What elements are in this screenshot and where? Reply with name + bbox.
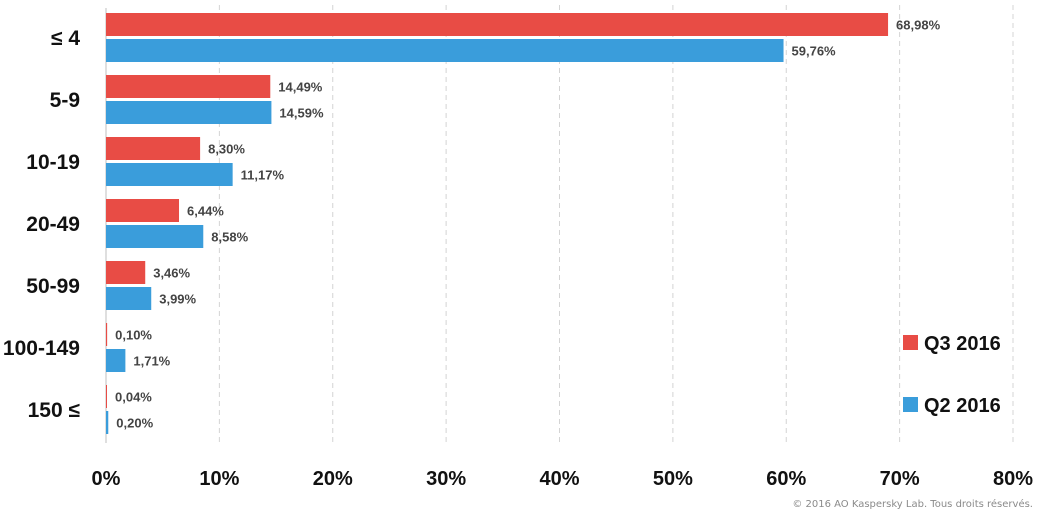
bar [106, 411, 109, 434]
gridlines [105, 5, 1014, 443]
data-label: 0,20% [116, 416, 153, 431]
data-label: 59,76% [792, 44, 837, 59]
x-tick-label: 40% [539, 468, 579, 490]
legend-label: Q3 2016 [924, 333, 1001, 355]
category-label: 150 ≤ [28, 399, 81, 422]
legend-swatch [903, 397, 918, 412]
copyright-notice: © 2016 AO Kaspersky Lab. Tous droits rés… [792, 498, 1033, 510]
legend-swatch [903, 335, 918, 350]
category-label: 5-9 [50, 89, 80, 112]
data-label: 6,44% [187, 204, 224, 219]
x-tick-label: 10% [199, 468, 239, 490]
x-tick-label: 60% [766, 468, 806, 490]
x-tick-label: 50% [653, 468, 693, 490]
data-label: 1,71% [133, 354, 170, 369]
data-label: 11,17% [241, 168, 285, 183]
bar [106, 349, 126, 372]
bar [106, 323, 108, 346]
category-label: 50-99 [26, 275, 80, 298]
category-label: ≤ 4 [51, 27, 80, 50]
category-label: 20-49 [26, 213, 80, 236]
legend: Q3 2016 Q2 2016 [903, 333, 1001, 417]
x-tick-label: 20% [313, 468, 353, 490]
data-label: 0,04% [115, 390, 152, 405]
x-tick-label: 80% [993, 468, 1033, 490]
data-label: 68,98% [896, 18, 941, 33]
data-label: 8,30% [208, 142, 245, 157]
bar [106, 287, 152, 310]
bar [106, 385, 107, 408]
data-label: 3,46% [153, 266, 190, 281]
bars: 68,98% 59,76% 14,49% 14,59% 8,30% 11,17% 6,44%… [106, 13, 941, 434]
data-label: 14,49% [278, 80, 323, 95]
data-label: 0,10% [115, 328, 152, 343]
bar [106, 75, 271, 98]
bar [106, 39, 784, 62]
bar [106, 225, 204, 248]
category-label: 100-149 [3, 337, 80, 360]
bar [106, 163, 233, 186]
x-axis-tick-labels: 0% 10% 20% 30% 40% 50% 60% 70% 80% [92, 468, 1034, 490]
bar [106, 13, 889, 36]
data-label: 8,58% [211, 230, 248, 245]
category-label: 10-19 [26, 151, 80, 174]
bar [106, 101, 272, 124]
bar [106, 137, 201, 160]
bar [106, 199, 180, 222]
x-tick-label: 0% [92, 468, 121, 490]
bar [106, 261, 146, 284]
data-label: 3,99% [159, 292, 196, 307]
legend-label: Q2 2016 [924, 395, 1001, 417]
x-tick-label: 30% [426, 468, 466, 490]
category-labels: ≤ 4 5-9 10-19 20-49 50-99 100-149 150 ≤ [3, 27, 81, 422]
x-tick-label: 70% [880, 468, 920, 490]
data-label: 14,59% [279, 106, 324, 121]
